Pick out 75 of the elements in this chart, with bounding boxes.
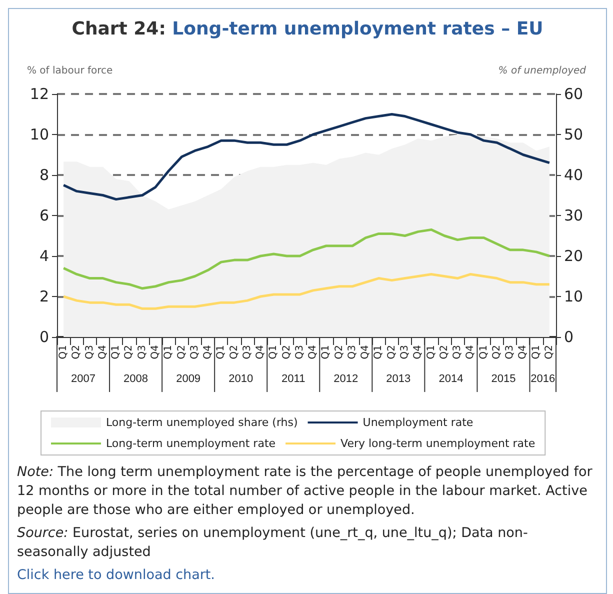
text: 2007 [71,373,96,385]
text: 2011 [282,373,306,385]
x-tick-label: Q4 [518,345,529,360]
y2-tick-label: 50 [564,126,584,144]
x-tick-label: Q3 [189,345,200,360]
x-tick-label: Q2 [71,345,82,360]
x-tick-label: Q2 [281,345,292,360]
x-tick-label: Q4 [308,345,319,360]
x-tick-label: Q4 [360,345,372,360]
x-tick-label: Q3 [136,345,148,360]
y-tick-label: 4 [39,247,49,265]
x-tick-label: Q3 [346,345,358,360]
legend-label: Very long-term unemployment rate [340,437,536,450]
y-tick-label: 0 [39,328,49,346]
legend-label: Long-term unemployed share (rhs) [106,416,298,429]
x-tick-label: Q1 [268,345,280,360]
y2-tick-label: 20 [564,247,584,265]
y2-tick-label: 30 [564,206,584,224]
y2-tick-label: 0 [564,328,574,346]
y-axis-title: % of labour force [27,66,113,76]
x-tick-label: Q1 [478,345,490,360]
x-tick-label: Q4 [202,345,214,360]
x-tick-label: Q1 [163,345,174,360]
y2-axis-title: % of unemployed [498,66,587,76]
x-tick-label: Q3 [294,345,306,360]
x-tick-label: Q2 [438,345,450,360]
x-tick-label: Q2 [386,345,398,360]
x-tick-label: Q2 [176,345,188,360]
y2-tick-label: 10 [564,288,584,306]
text: 2010 [228,373,254,385]
y2-tick-label: 40 [564,166,584,184]
text: Click here to download chart. [17,566,216,585]
source-note: Source: Eurostat, series on unemployment (une_rt_q, une_ltu_q); Data non-seasonally adjusted [17,524,529,562]
text: 2013 [386,373,411,385]
y-tick-label: 8 [39,166,49,184]
legend-label: Unemployment rate [362,416,474,429]
x-tick-label: Q4 [150,345,161,360]
x-tick-label: Q1 [110,345,122,360]
x-tick-label: Q3 [84,345,96,360]
x-tick-label: Q2 [334,345,345,360]
text: 2016 [530,373,556,385]
x-tick-label: Q2 [544,345,555,360]
x-tick-label: Q3 [242,345,253,360]
x-tick-label: Q4 [465,345,476,360]
line-series [62,113,551,201]
line-series [62,272,551,310]
y-tick-label: 6 [39,206,49,224]
x-tick-label: Q1 [320,345,332,360]
text: 2009 [176,373,201,385]
chart-title: Chart 24: Long-term unemployment rates – EU [72,18,544,40]
x-tick-label: Q2 [491,345,502,360]
x-tick-label: Q1 [373,345,384,360]
line-series [62,228,551,290]
y-tick-label: 10 [30,126,49,144]
x-tick-label: Q2 [124,345,135,360]
x-tick-label: Q4 [412,345,424,360]
x-tick-label: Q3 [504,345,516,360]
x-tick-label: Q1 [530,345,542,360]
x-tick-label: Q3 [452,345,464,360]
x-tick-label: Q1 [58,345,70,360]
text: 2008 [124,373,148,385]
x-tick-label: Q4 [97,345,108,360]
y-tick-label: 12 [30,85,49,103]
x-tick-label: Q1 [216,345,227,360]
text: 2014 [438,373,464,385]
x-tick-label: Q4 [255,345,266,360]
y-tick-label: 2 [39,288,49,306]
text: 2012 [334,373,358,385]
x-tick-label: Q3 [399,345,410,360]
text: Note: The long term unemployment rate is the percentage of people unemployed for 12 months or more in the total number of active people in the labour market. Active people are those who are either employed or unemployed. [17,463,594,520]
x-tick-label: Q1 [426,345,437,360]
text: 2015 [491,373,516,385]
y2-tick-label: 60 [564,85,584,103]
x-tick-label: Q2 [228,345,240,360]
legend-label: Long-term unemployment rate [106,437,276,450]
